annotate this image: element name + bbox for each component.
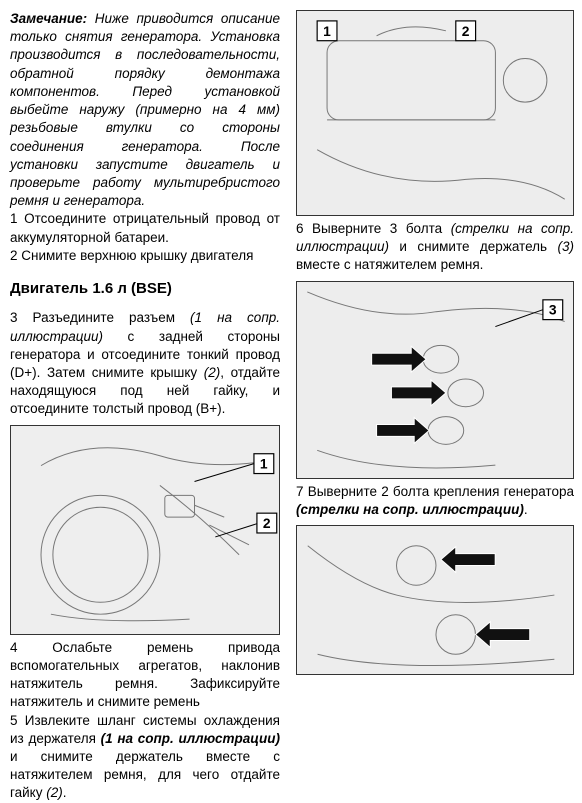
note-label: Замечание: (10, 11, 87, 26)
note-paragraph: Замечание: Ниже приводится описание толь… (10, 10, 280, 210)
callout-3: 3 (549, 301, 557, 317)
right-column: 1 2 6 Выверните 3 болта (стрелки на сопр… (296, 10, 574, 679)
step-5-b: (1 на сопр. иллюстрации) (101, 731, 280, 746)
engine-heading: Двигатель 1.6 л (BSE) (10, 279, 280, 299)
step-3-a: 3 Разъедините разъем (10, 310, 190, 325)
step-6-d: (3) (558, 239, 575, 254)
callout-2: 2 (263, 515, 271, 531)
step-5: 5 Извлеките шланг системы охлаждения из … (10, 712, 280, 803)
illustration-1: 1 2 (10, 425, 280, 635)
illustration-3: 3 (296, 281, 574, 479)
step-6-e: вместе с натяжителем ремня. (296, 257, 483, 272)
step-6-a: 6 Выверните 3 болта (296, 221, 451, 236)
step-7-b: (стрелки на сопр. иллюстрации) (296, 502, 524, 517)
step-2: 2 Снимите верхнюю крышку двигателя (10, 247, 280, 265)
step-6: 6 Выверните 3 болта (стрелки на сопр. ил… (296, 220, 574, 275)
callout-2: 2 (462, 23, 470, 39)
illustration-2: 1 2 (296, 10, 574, 216)
step-5-d: (2) (46, 785, 63, 800)
step-6-c: и снимите держатель (389, 239, 558, 254)
step-3-d: (2) (204, 365, 221, 380)
step-7: 7 Выверните 2 болта крепления генератора… (296, 483, 574, 519)
callout-1: 1 (323, 23, 331, 39)
step-7-c: . (524, 502, 528, 517)
callout-1: 1 (260, 455, 268, 471)
step-3: 3 Разъедините разъем (1 на сопр. иллюстр… (10, 309, 280, 418)
step-5-e: . (63, 785, 67, 800)
step-7-a: 7 Выверните 2 болта крепления генератора (296, 484, 574, 499)
left-column: Замечание: Ниже приводится описание толь… (10, 10, 280, 803)
illustration-4 (296, 525, 574, 675)
note-body: Ниже приводится описание только снятия г… (10, 11, 280, 208)
step-4: 4 Ослабьте ремень привода вспомогательны… (10, 639, 280, 712)
step-1: 1 Отсоедините отрицательный провод от ак… (10, 210, 280, 246)
